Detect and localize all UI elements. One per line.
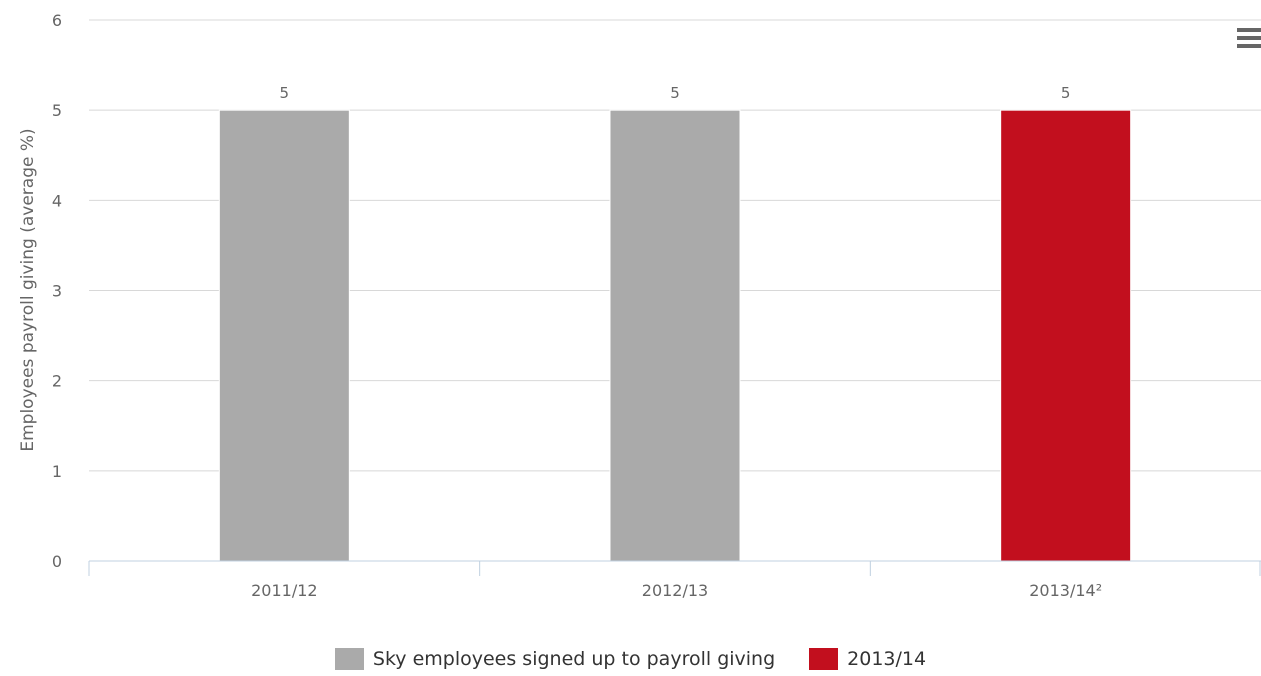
legend-item-series-2[interactable]: 2013/14 [809,648,926,670]
legend-swatch [809,648,839,670]
y-axis-title: Employees payroll giving (average %) [18,128,38,451]
x-tick-label: 2013/14² [1029,581,1102,600]
x-tick-label: 2011/12 [251,581,317,600]
y-tick-label: 3 [52,282,62,301]
bar[interactable] [1000,109,1132,562]
y-axis-tick-labels: 0 1 2 3 4 5 6 [52,11,62,571]
y-tick-label: 4 [52,191,62,210]
x-tick-label: 2012/13 [642,581,708,600]
data-label: 5 [1061,84,1071,102]
legend-label: Sky employees signed up to payroll givin… [372,648,776,670]
bar[interactable] [609,109,741,562]
bar[interactable] [218,109,350,562]
legend: Sky employees signed up to payroll givin… [0,648,1261,670]
hamburger-menu-icon[interactable] [1237,28,1261,54]
y-tick-label: 2 [52,372,62,391]
legend-label: 2013/14 [847,648,927,670]
data-labels: 5 5 5 [280,84,1071,102]
y-tick-label: 6 [52,11,62,30]
y-tick-label: 1 [52,462,62,481]
legend-item-series-1[interactable]: Sky employees signed up to payroll givin… [334,648,776,670]
x-axis: 2011/12 2012/13 2013/14² [88,560,1261,600]
data-label: 5 [670,84,680,102]
y-tick-label: 0 [52,552,62,571]
y-tick-label: 5 [52,101,62,120]
legend-swatch [334,648,364,670]
bars [218,109,1132,562]
data-label: 5 [280,84,290,102]
